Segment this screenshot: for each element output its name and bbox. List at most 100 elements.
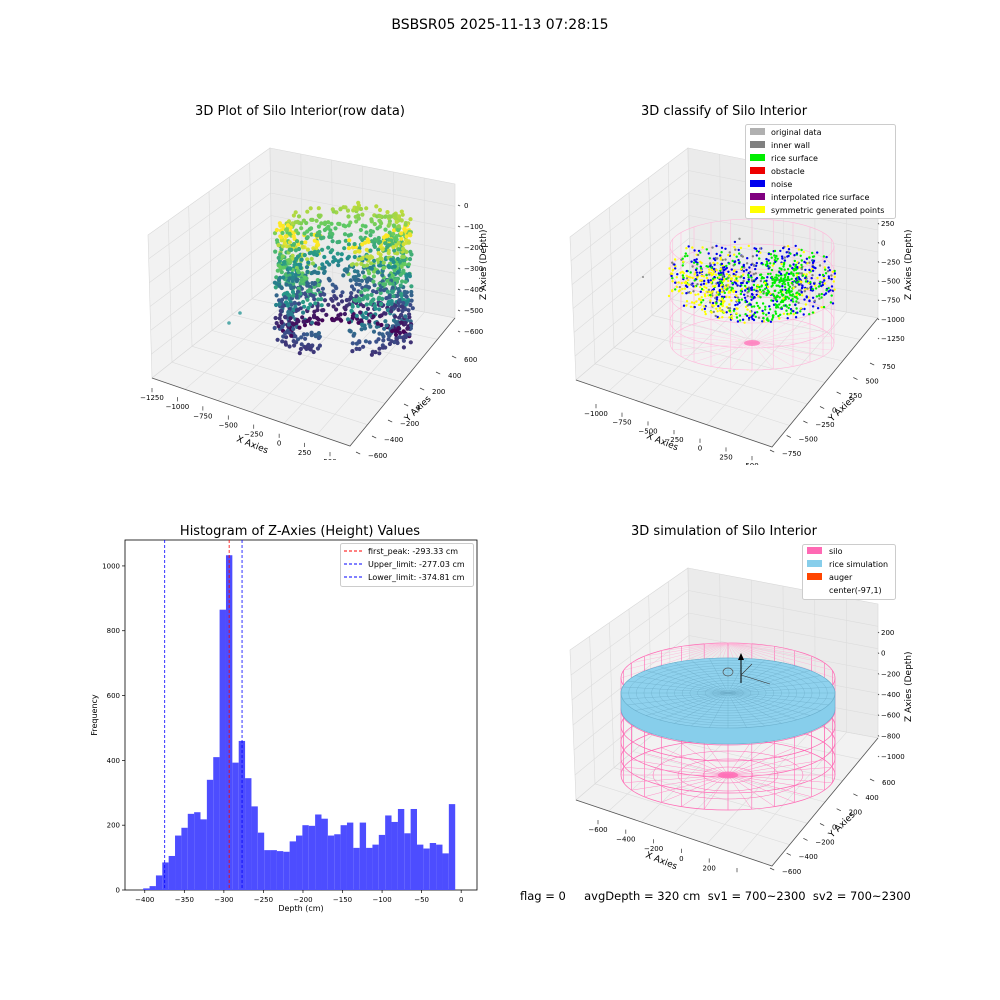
histogram-x-ticks: −400 −350 −300 −250 −200 −150 −100 −50 0 [135,890,463,904]
raw-point [295,337,301,342]
raw-point [298,265,303,270]
raw-point [280,254,285,259]
classify-point [687,283,691,286]
raw-point [361,315,366,320]
raw-point [294,228,299,233]
cls-z-tick-mark [877,261,880,263]
raw-point [319,303,324,308]
raw-point [364,254,370,259]
classify-point [745,268,748,272]
histogram-bar [289,841,297,890]
rice-mesh-spoke [727,692,747,728]
cls-z-tick-mark [877,318,880,321]
classify-point [707,271,711,274]
silo-floor-spoke [727,752,812,776]
x-tick-label: −50 [414,896,429,904]
classify-point [753,311,757,314]
cls-y-tick-mark [836,391,842,395]
rice-mesh-spoke [727,686,834,694]
raw-point [276,255,281,260]
raw-point [297,325,302,330]
classify-point [687,245,690,248]
raw-point [406,308,411,313]
classify-point [797,248,801,251]
raw-point [328,228,333,233]
raw-point [359,327,364,332]
raw-point [285,223,291,228]
raw-point [305,281,310,286]
classify-point [777,274,780,277]
raw-point [274,321,279,326]
silo-floor-spoke [661,774,729,803]
classify-point [799,282,803,286]
rice-mesh-spoke [622,692,729,700]
classify-point [690,301,694,304]
classify-point [703,279,706,283]
silo-floor-spoke [661,747,729,776]
raw-point [357,282,362,287]
raw-point [335,240,340,245]
classify-point [739,276,742,279]
classify-point [715,268,718,272]
raw-point [289,311,294,317]
classify-point [673,258,677,261]
histogram-bar [175,835,182,890]
classify-point [685,304,688,307]
raw-point [291,322,296,327]
raw-point [296,319,301,324]
legend-label: auger [829,573,853,582]
histogram-bar [206,779,214,890]
raw-point [335,251,340,256]
classify-point [777,314,780,318]
histogram-bar [296,835,303,890]
sim-y-tick-label: −200 [815,838,834,846]
classify-point [746,304,749,307]
classify-point [824,292,828,295]
classify-point [711,246,714,249]
classify-point [776,257,779,260]
legend-label: original data [771,128,822,137]
histogram-bar [359,822,367,890]
classify-point [782,246,785,250]
classify-point [735,294,738,297]
raw-point [396,224,401,229]
classify-point [785,291,788,294]
silo-floor-spoke [644,752,729,776]
legend-label: Lower_limit: -374.81 cm [368,573,465,582]
silo-floor-spoke [681,743,729,776]
raw-point [404,290,410,295]
raw-point [338,312,343,317]
classify-point [774,260,777,264]
classify-point [725,264,728,268]
classify-point [799,280,802,283]
raw-point [365,263,370,268]
classify-point [770,318,774,321]
classify-point [714,284,717,288]
classify-point [685,247,688,250]
raw-point [402,227,407,232]
raw-point [395,340,400,346]
classify-point [775,284,778,287]
classify-point [767,252,771,256]
silo-floor-spoke [623,774,729,784]
classify-point [744,313,747,316]
classify-point [759,296,762,299]
classify-point [818,294,821,297]
raw-point [314,270,319,275]
classify-point [720,251,723,254]
raw-point [358,206,364,212]
raw-point [339,252,344,257]
raw-point [396,227,401,232]
sim-y-tick-mark [869,778,875,782]
raw-point [306,305,311,311]
classify-point [802,313,805,316]
classify-point [780,262,783,266]
raw-point [280,244,286,249]
classify-point [830,277,833,281]
raw-point [322,254,327,260]
sim-z-tick-mark [877,693,880,696]
raw-point [392,248,397,253]
raw-point [360,212,365,217]
classify-point [697,249,701,253]
classify-point [795,252,799,255]
